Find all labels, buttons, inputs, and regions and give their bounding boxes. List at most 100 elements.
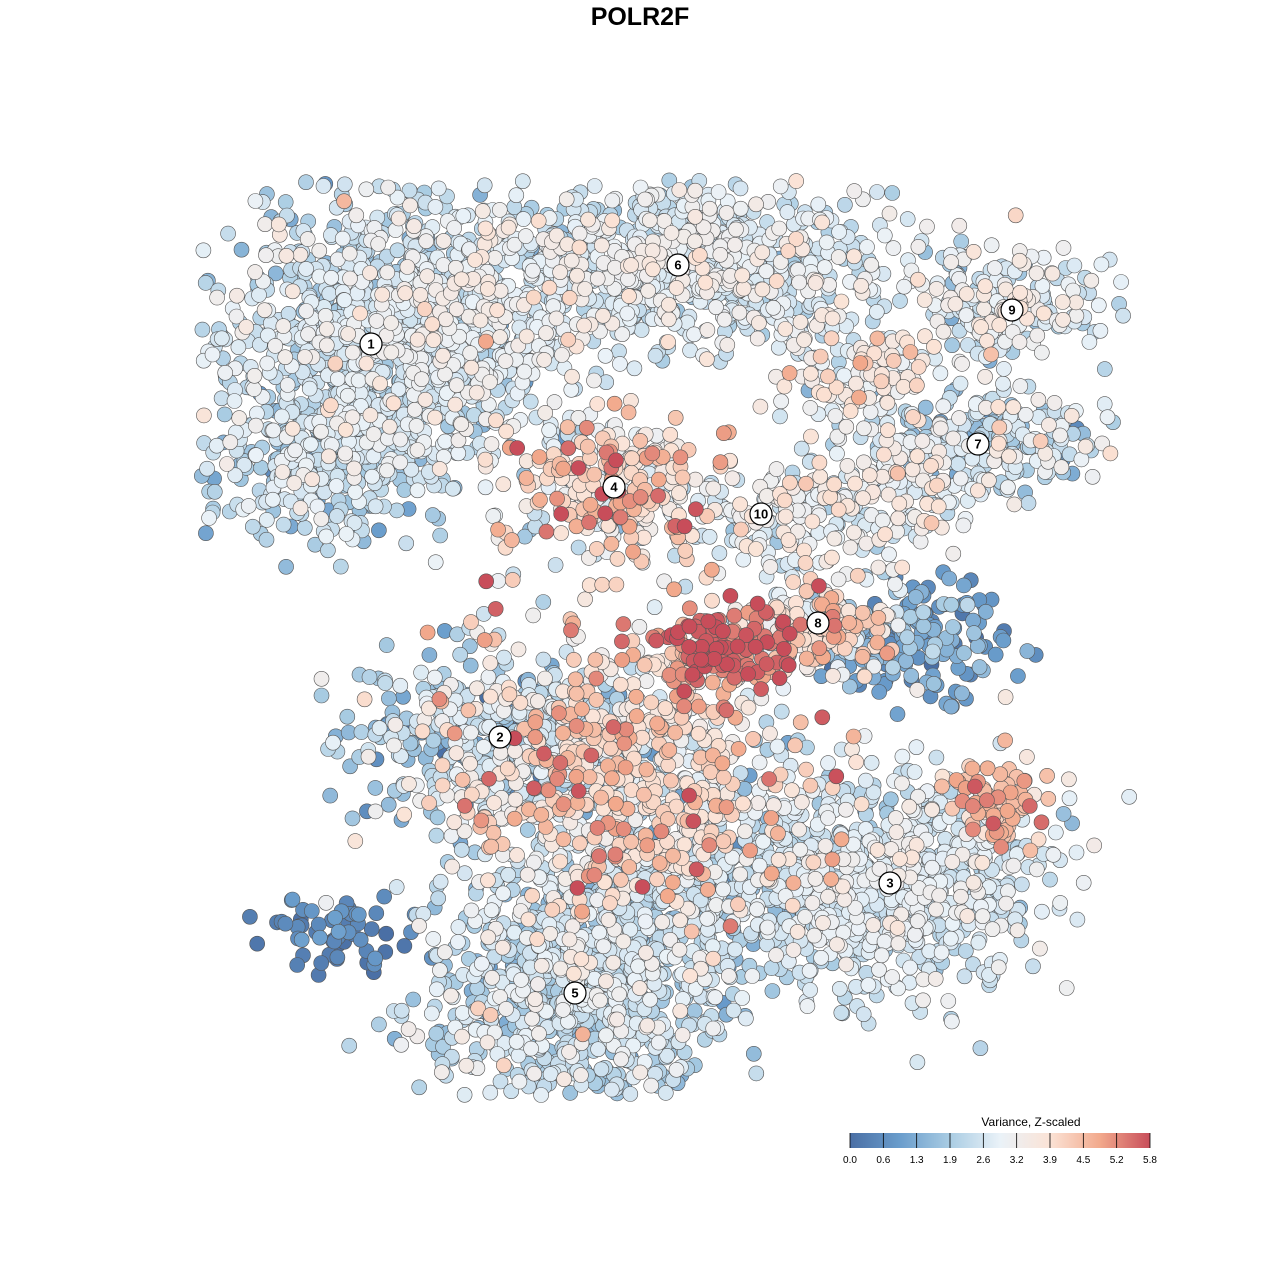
cell-point bbox=[296, 519, 313, 536]
cell-point bbox=[1096, 396, 1113, 412]
cell-point bbox=[868, 303, 885, 320]
cell-point bbox=[710, 184, 727, 200]
cell-point bbox=[334, 230, 351, 247]
cell-point bbox=[1121, 788, 1137, 805]
cell-point bbox=[195, 242, 212, 259]
cell-point bbox=[508, 1034, 525, 1050]
cell-point bbox=[711, 545, 728, 562]
cell-point bbox=[302, 436, 319, 453]
cell-point bbox=[541, 422, 558, 439]
cell-point bbox=[322, 787, 339, 804]
cell-point bbox=[432, 873, 449, 890]
cell-point bbox=[764, 983, 781, 999]
cell-point bbox=[889, 706, 906, 722]
cell-point bbox=[745, 1046, 762, 1062]
cell-point bbox=[341, 1037, 358, 1054]
cell-point bbox=[1013, 876, 1030, 893]
cell-point bbox=[425, 931, 442, 947]
cell-point bbox=[336, 176, 353, 193]
cell-point bbox=[869, 184, 885, 200]
cell-point bbox=[956, 968, 973, 985]
cell-point bbox=[248, 447, 264, 463]
cell-point bbox=[199, 460, 215, 477]
cell-point bbox=[258, 512, 275, 528]
cell-point bbox=[338, 526, 355, 542]
cell-point bbox=[732, 180, 749, 197]
cell-point bbox=[378, 637, 395, 653]
cell-point bbox=[860, 977, 877, 993]
cell-point bbox=[924, 643, 941, 660]
cell-point bbox=[928, 749, 945, 766]
cell-point bbox=[1093, 256, 1110, 273]
cell-point bbox=[829, 445, 845, 462]
cell-point bbox=[321, 285, 338, 302]
cell-point bbox=[903, 667, 920, 684]
cell-point bbox=[392, 677, 409, 694]
cell-point bbox=[970, 934, 987, 951]
cell-point bbox=[473, 955, 490, 972]
cell-point bbox=[831, 224, 847, 240]
cell-point bbox=[477, 479, 494, 496]
cell-point bbox=[959, 597, 976, 613]
cell-point bbox=[329, 949, 346, 966]
cell-point bbox=[328, 478, 345, 494]
cell-point bbox=[622, 1086, 639, 1102]
cell-point bbox=[859, 239, 875, 255]
cell-point bbox=[413, 664, 429, 681]
cell-point bbox=[428, 827, 445, 844]
cell-point bbox=[1042, 871, 1058, 888]
cell-point bbox=[284, 891, 301, 908]
cell-point bbox=[198, 525, 214, 542]
cell-point bbox=[483, 902, 500, 919]
cell-point bbox=[329, 371, 346, 387]
cell-point bbox=[591, 924, 608, 941]
cell-point bbox=[267, 265, 284, 282]
cell-point bbox=[855, 1006, 872, 1023]
cell-point bbox=[398, 535, 415, 552]
cell-point bbox=[367, 950, 384, 967]
cell-point bbox=[409, 482, 426, 499]
cell-point bbox=[427, 199, 444, 215]
cell-point bbox=[642, 991, 658, 1008]
cell-point bbox=[519, 822, 536, 838]
cell-point bbox=[301, 380, 318, 397]
cell-point bbox=[1020, 495, 1037, 511]
cell-point bbox=[495, 885, 511, 902]
cell-point bbox=[273, 408, 290, 425]
cell-point bbox=[942, 930, 959, 947]
cell-point bbox=[353, 724, 370, 740]
cell-point bbox=[971, 659, 988, 675]
cell-point bbox=[330, 923, 347, 940]
cell-point bbox=[542, 1066, 559, 1082]
cell-point bbox=[245, 518, 261, 535]
cell-point bbox=[327, 909, 343, 926]
cell-point bbox=[377, 675, 394, 691]
cell-point bbox=[954, 685, 970, 702]
cell-point bbox=[313, 687, 330, 704]
cell-point bbox=[214, 330, 230, 347]
cell-point bbox=[630, 958, 646, 975]
cell-point bbox=[833, 1004, 850, 1021]
cell-point bbox=[1115, 307, 1131, 324]
cell-point bbox=[264, 491, 281, 508]
plot-title: POLR2F bbox=[590, 3, 690, 31]
cell-point bbox=[376, 888, 393, 905]
cell-point bbox=[944, 337, 960, 354]
cell-point bbox=[535, 594, 552, 610]
cell-point bbox=[686, 1003, 703, 1019]
cell-point bbox=[932, 365, 949, 382]
cell-point bbox=[597, 347, 614, 364]
cell-point bbox=[813, 949, 829, 966]
cell-point bbox=[428, 981, 445, 998]
cell-point bbox=[258, 531, 275, 548]
cell-point bbox=[1081, 334, 1098, 350]
cell-point bbox=[818, 234, 835, 251]
cell-point bbox=[216, 406, 233, 423]
cell-point bbox=[278, 558, 294, 575]
cell-point bbox=[310, 916, 327, 933]
cell-point bbox=[915, 618, 932, 635]
cell-point bbox=[925, 675, 942, 692]
cell-point bbox=[344, 810, 361, 827]
cell-point bbox=[802, 982, 818, 998]
